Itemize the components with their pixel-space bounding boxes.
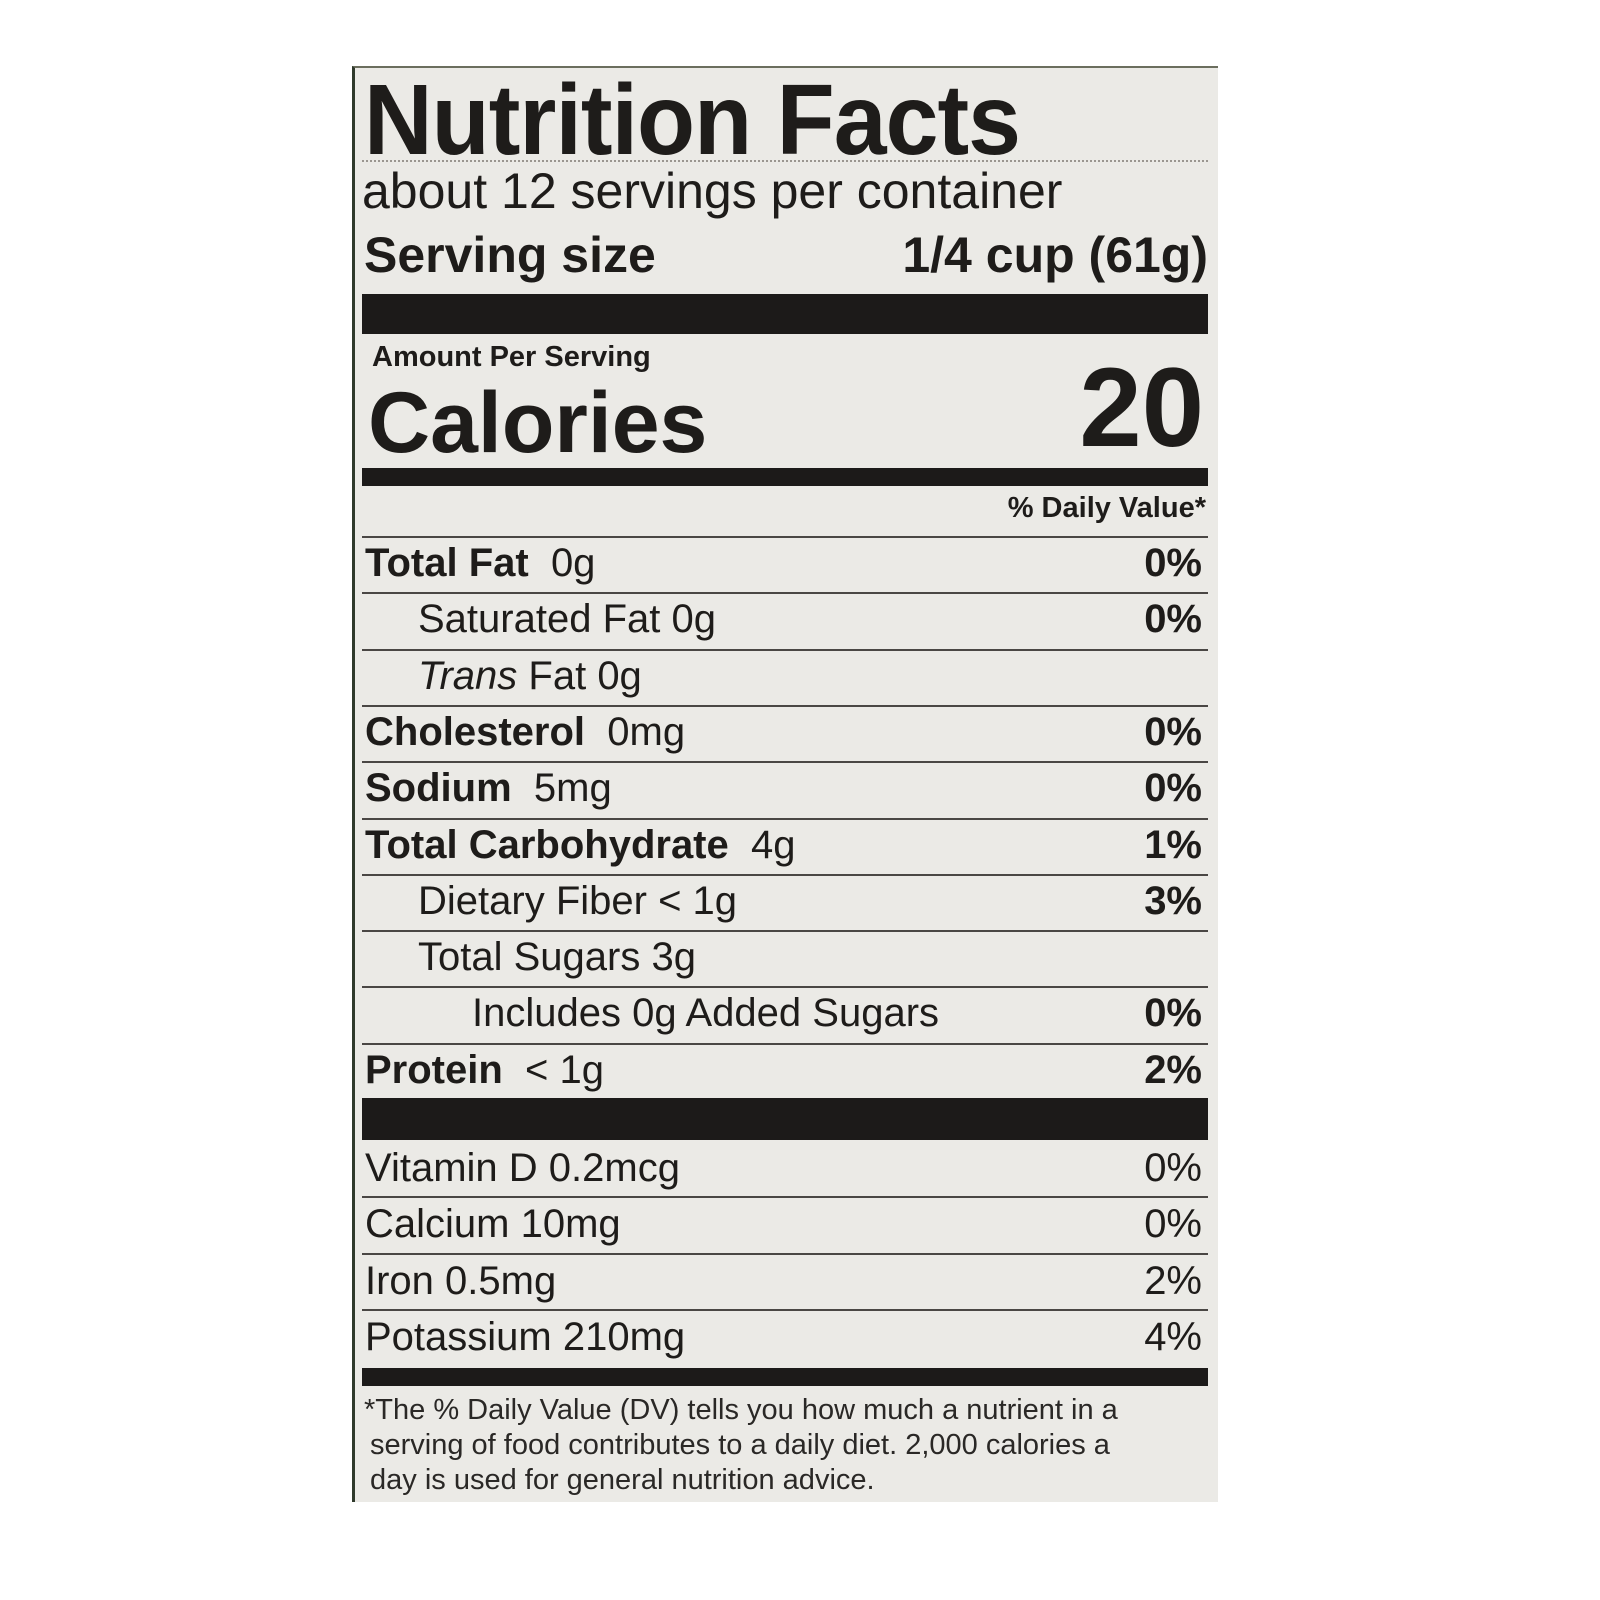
nutrient-name: Saturated Fat bbox=[418, 597, 661, 642]
vitamin-name: Calcium 10mg bbox=[365, 1202, 621, 1247]
nutrient-row: Total Fat 0g bbox=[365, 543, 595, 583]
row-divider bbox=[362, 930, 1208, 933]
nutrient-name: Cholesterol bbox=[365, 709, 586, 754]
serving-size-label: Serving size bbox=[364, 227, 656, 283]
row-divider bbox=[362, 817, 1208, 820]
nutrient-row: Trans Fat 0g bbox=[418, 656, 642, 696]
footnote-line: *The % Daily Value (DV) tells you how mu… bbox=[364, 1394, 1118, 1426]
nutrient-row: Cholesterol 0mg bbox=[365, 712, 685, 752]
nutrient-name: Includes 0g Added Sugars bbox=[472, 991, 940, 1036]
nutrient-row: Protein < 1g bbox=[365, 1050, 604, 1090]
vitamin-daily-value: 2% bbox=[1144, 1258, 1202, 1303]
nutrient-amount: 0g bbox=[550, 541, 596, 585]
nutrient-amount: 3g bbox=[651, 935, 696, 980]
calories-label: Calories bbox=[368, 375, 708, 471]
row-divider bbox=[362, 1196, 1208, 1199]
amount-per-serving: Amount Per Serving bbox=[372, 341, 651, 373]
nutrient-amount: 5mg bbox=[533, 766, 612, 811]
vitamin-daily-value: 0% bbox=[1144, 1146, 1202, 1190]
vitamin-name: Iron 0.5mg bbox=[365, 1258, 557, 1303]
servings-per-container: about 12 servings per container bbox=[362, 163, 1063, 219]
nutrient-row: Dietary Fiber < 1g bbox=[418, 881, 737, 921]
medium-divider bbox=[362, 1368, 1208, 1386]
vitamin-name: Vitamin D 0.2mcg bbox=[365, 1146, 680, 1190]
nutrient-amount: 0mg bbox=[607, 709, 686, 754]
row-divider bbox=[362, 986, 1208, 989]
calories-value: 20 bbox=[1079, 345, 1204, 470]
nutrient-name: Dietary Fiber bbox=[418, 878, 647, 923]
row-divider bbox=[362, 761, 1208, 764]
row-divider bbox=[362, 1252, 1208, 1255]
footnote-line: serving of food contributes to a daily d… bbox=[370, 1429, 1110, 1461]
serving-size-value: 1/4 cup (61g) bbox=[902, 227, 1208, 283]
row-divider bbox=[362, 873, 1208, 876]
daily-value-header: % Daily Value* bbox=[1007, 492, 1206, 524]
nutrient-daily-value: 0% bbox=[1144, 597, 1202, 642]
row-divider bbox=[362, 1042, 1208, 1045]
nutrient-name: Total Fat bbox=[365, 541, 529, 585]
row-divider bbox=[362, 592, 1208, 595]
nutrient-name: Protein bbox=[365, 1047, 503, 1092]
nutrient-name: Total Carbohydrate bbox=[365, 822, 729, 867]
nutrient-daily-value: 0% bbox=[1144, 541, 1202, 585]
nutrient-daily-value: 0% bbox=[1144, 709, 1202, 754]
nutrient-row: Total Sugars 3g bbox=[418, 937, 696, 977]
medium-divider bbox=[362, 468, 1208, 486]
nutrient-amount: 4g bbox=[750, 822, 796, 867]
nutrient-daily-value: 0% bbox=[1144, 766, 1202, 811]
nutrient-daily-value: 0% bbox=[1144, 991, 1202, 1036]
footnote-line: day is used for general nutrition advice… bbox=[370, 1464, 875, 1496]
row-divider bbox=[362, 704, 1208, 707]
nutrient-amount: Fat 0g bbox=[528, 653, 642, 698]
vitamin-daily-value: 4% bbox=[1144, 1314, 1202, 1359]
vitamin-name: Potassium 210mg bbox=[365, 1314, 686, 1359]
nutrient-name: Trans bbox=[418, 653, 518, 698]
nutrient-amount: < 1g bbox=[658, 878, 738, 923]
nutrient-daily-value: 2% bbox=[1144, 1047, 1202, 1092]
nutrient-name: Total Sugars bbox=[418, 935, 641, 980]
nutrient-row: Total Carbohydrate 4g bbox=[365, 825, 795, 865]
nutrient-amount: < 1g bbox=[525, 1047, 604, 1092]
vitamin-daily-value: 0% bbox=[1144, 1202, 1202, 1247]
nutrient-daily-value: 1% bbox=[1144, 822, 1202, 867]
row-divider bbox=[362, 536, 1208, 538]
row-divider bbox=[362, 648, 1208, 651]
nutrient-amount: 0g bbox=[671, 597, 717, 642]
row-divider bbox=[362, 1308, 1208, 1311]
label-title: Nutrition Facts bbox=[364, 64, 1021, 176]
nutrient-row: Saturated Fat 0g bbox=[418, 599, 716, 639]
divider bbox=[362, 160, 1208, 162]
thick-divider bbox=[362, 1098, 1208, 1140]
thick-divider bbox=[362, 294, 1208, 334]
nutrient-row: Sodium 5mg bbox=[365, 768, 612, 808]
nutrient-row: Includes 0g Added Sugars bbox=[472, 993, 939, 1033]
nutrient-name: Sodium bbox=[365, 766, 512, 811]
nutrient-daily-value: 3% bbox=[1144, 878, 1202, 923]
